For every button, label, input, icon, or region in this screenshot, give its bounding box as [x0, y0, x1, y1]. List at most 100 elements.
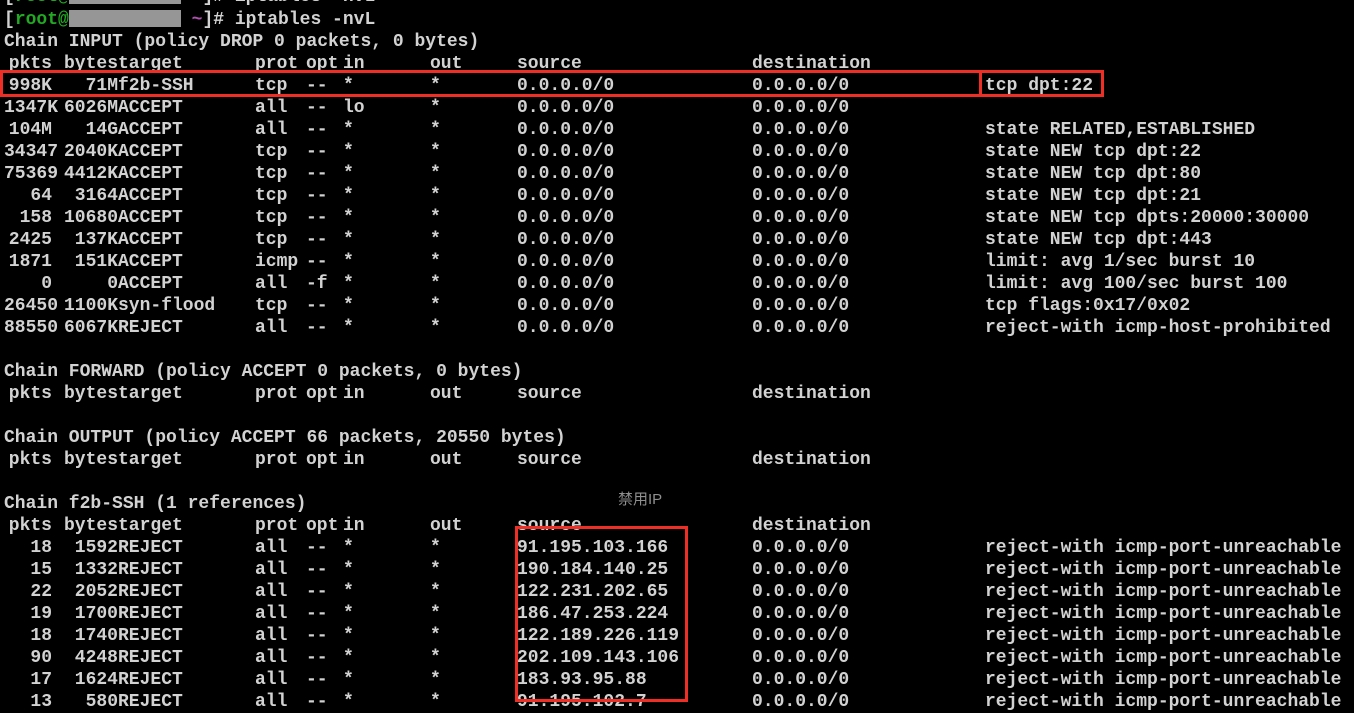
cell-source: 0.0.0.0/0 — [517, 318, 615, 338]
cell-prot: all — [255, 538, 288, 558]
cell-pkts: 1347K — [4, 98, 59, 118]
cell-extra: state NEW tcp dpt:21 — [985, 186, 1202, 206]
cell-pkts: 13 — [30, 692, 52, 712]
cell-prot: tcp — [255, 142, 288, 162]
cell-bytes: 2052 — [74, 582, 118, 602]
chain-input-header: pkts bytes target prot opt in out source… — [4, 54, 1354, 74]
cell-extra: reject-with icmp-port-unreachable — [985, 692, 1342, 712]
cell-pkts: 0 — [41, 274, 52, 294]
cell-extra: state NEW tcp dpt:443 — [985, 230, 1212, 250]
cell-target: ACCEPT — [118, 252, 183, 272]
hostname-redaction-box — [68, 10, 181, 27]
col-header-source: source — [517, 516, 582, 536]
cell-extra: reject-with icmp-port-unreachable — [985, 648, 1342, 668]
cell-pkts: 19 — [30, 604, 52, 624]
cell-destination: 0.0.0.0/0 — [752, 604, 850, 624]
cell-destination: 0.0.0.0/0 — [752, 252, 850, 272]
cell-pkts: 18 — [30, 538, 52, 558]
cell-in: * — [343, 648, 354, 668]
cell-destination: 0.0.0.0/0 — [752, 670, 850, 690]
cell-bytes: 14G — [85, 120, 118, 140]
cell-source: 91.195.102.7 — [517, 692, 647, 712]
cell-extra: state NEW tcp dpt:22 — [985, 142, 1202, 162]
cell-extra: reject-with icmp-port-unreachable — [985, 538, 1342, 558]
cell-out: * — [430, 274, 441, 294]
cell-bytes: 1740 — [74, 626, 118, 646]
col-header-opt: opt — [306, 516, 339, 536]
chain-forward-header: pkts bytes target prot opt in out source… — [4, 384, 1354, 404]
cell-prot: all — [255, 604, 288, 624]
cell-target: REJECT — [118, 626, 183, 646]
cell-destination: 0.0.0.0/0 — [752, 230, 850, 250]
cell-bytes: 151K — [74, 252, 118, 272]
cell-out: * — [430, 538, 441, 558]
cell-pkts: 64 — [30, 186, 52, 206]
cell-destination: 0.0.0.0/0 — [752, 296, 850, 316]
cell-in: * — [343, 318, 354, 338]
cell-source: 0.0.0.0/0 — [517, 164, 615, 184]
cell-pkts: 17 — [30, 670, 52, 690]
cell-prot: all — [255, 274, 288, 294]
cell-destination: 0.0.0.0/0 — [752, 318, 850, 338]
cell-pkts: 22 — [30, 582, 52, 602]
prev-prompt-user: root@ — [15, 0, 69, 7]
cell-prot: all — [255, 670, 288, 690]
cell-in: * — [343, 626, 354, 646]
rule-row: 34347 2040K ACCEPT tcp -- * * 0.0.0.0/0 … — [4, 142, 1354, 162]
cell-bytes: 6067K — [63, 318, 118, 338]
col-header-destination: destination — [752, 384, 871, 404]
col-header-destination: destination — [752, 54, 871, 74]
cell-destination: 0.0.0.0/0 — [752, 538, 850, 558]
cell-bytes: 1100K — [63, 296, 118, 316]
cell-extra: state RELATED,ESTABLISHED — [985, 120, 1256, 140]
cell-target: ACCEPT — [118, 142, 183, 162]
cell-pkts: 2425 — [8, 230, 52, 250]
cell-destination: 0.0.0.0/0 — [752, 142, 850, 162]
rule-row: 18 1592 REJECT all -- * * 91.195.103.166… — [4, 538, 1354, 558]
cell-opt: -- — [306, 120, 328, 140]
cell-in: * — [343, 538, 354, 558]
prompt-bracket: [ — [4, 10, 15, 30]
chain-forward-title: Chain FORWARD (policy ACCEPT 0 packets, … — [4, 362, 523, 382]
cell-in: * — [343, 604, 354, 624]
cell-bytes: 1592 — [74, 538, 118, 558]
col-header-in: in — [343, 516, 365, 536]
rule-row: 1347K 6026M ACCEPT all -- lo * 0.0.0.0/0… — [4, 98, 1354, 118]
rule-row: 13 580 REJECT all -- * * 91.195.102.7 0.… — [4, 692, 1354, 712]
cell-prot: all — [255, 648, 288, 668]
cell-destination: 0.0.0.0/0 — [752, 120, 850, 140]
cell-source: 0.0.0.0/0 — [517, 76, 615, 96]
cell-source: 122.189.226.119 — [517, 626, 680, 646]
cell-extra: reject-with icmp-port-unreachable — [985, 670, 1342, 690]
cell-pkts: 26450 — [4, 296, 59, 316]
cell-destination: 0.0.0.0/0 — [752, 98, 850, 118]
col-header-in: in — [343, 384, 365, 404]
cell-opt: -- — [306, 76, 328, 96]
cell-destination: 0.0.0.0/0 — [752, 208, 850, 228]
col-header-in: in — [343, 450, 365, 470]
rule-row: 158 10680 ACCEPT tcp -- * * 0.0.0.0/0 0.… — [4, 208, 1354, 228]
cell-bytes: 137K — [74, 230, 118, 250]
col-header-pkts: pkts — [8, 516, 52, 536]
rule-row: 1871 151K ACCEPT icmp -- * * 0.0.0.0/0 0… — [4, 252, 1354, 272]
cell-pkts: 15 — [30, 560, 52, 580]
cell-opt: -- — [306, 186, 328, 206]
col-header-target: target — [118, 450, 183, 470]
cell-out: * — [430, 626, 441, 646]
cell-out: * — [430, 670, 441, 690]
cell-bytes: 1700 — [74, 604, 118, 624]
cell-source: 186.47.253.224 — [517, 604, 669, 624]
col-header-bytes: bytes — [63, 450, 118, 470]
rule-row: 15 1332 REJECT all -- * * 190.184.140.25… — [4, 560, 1354, 580]
rule-row: 2425 137K ACCEPT tcp -- * * 0.0.0.0/0 0.… — [4, 230, 1354, 250]
prompt-user: root@ — [14, 10, 69, 30]
cell-prot: tcp — [255, 164, 288, 184]
cell-opt: -- — [306, 582, 328, 602]
cell-target: REJECT — [118, 318, 183, 338]
cell-bytes: 580 — [85, 692, 118, 712]
cell-target: ACCEPT — [118, 186, 183, 206]
cell-prot: tcp — [255, 296, 288, 316]
cell-target: ACCEPT — [118, 274, 183, 294]
cell-pkts: 34347 — [4, 142, 59, 162]
